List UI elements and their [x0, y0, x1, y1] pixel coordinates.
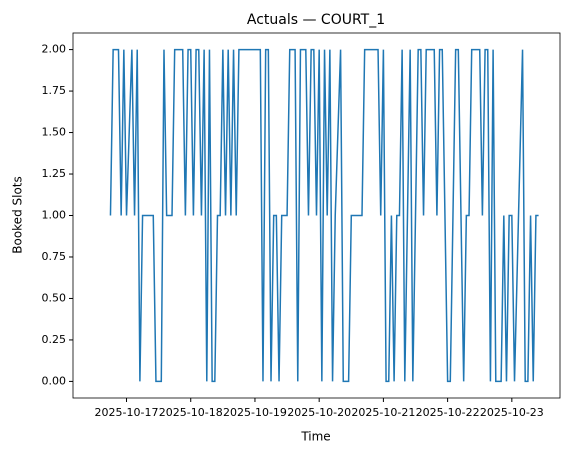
x-tick-label: 2025-10-18 — [159, 406, 223, 419]
x-tick-label: 2025-10-23 — [480, 406, 544, 419]
y-tick-label: 0.50 — [42, 291, 67, 304]
y-tick-label: 1.25 — [42, 167, 67, 180]
y-tick-label: 1.00 — [42, 209, 67, 222]
chart-title: Actuals — COURT_1 — [247, 12, 385, 28]
y-tick-label: 0.25 — [42, 333, 67, 346]
y-tick-label: 1.75 — [42, 84, 67, 97]
y-axis-label: Booked Slots — [11, 176, 25, 254]
x-tick-label: 2025-10-21 — [351, 406, 415, 419]
x-tick-label: 2025-10-20 — [287, 406, 351, 419]
y-tick-label: 0.00 — [42, 374, 67, 387]
y-tick-label: 2.00 — [42, 43, 67, 56]
x-tick-label: 2025-10-22 — [416, 406, 480, 419]
x-axis-label: Time — [300, 430, 330, 444]
y-tick-label: 0.75 — [42, 250, 67, 263]
x-tick-label: 2025-10-17 — [95, 406, 159, 419]
data-line — [109, 48, 539, 383]
x-tick-label: 2025-10-19 — [223, 406, 287, 419]
y-tick-label: 1.50 — [42, 126, 67, 139]
